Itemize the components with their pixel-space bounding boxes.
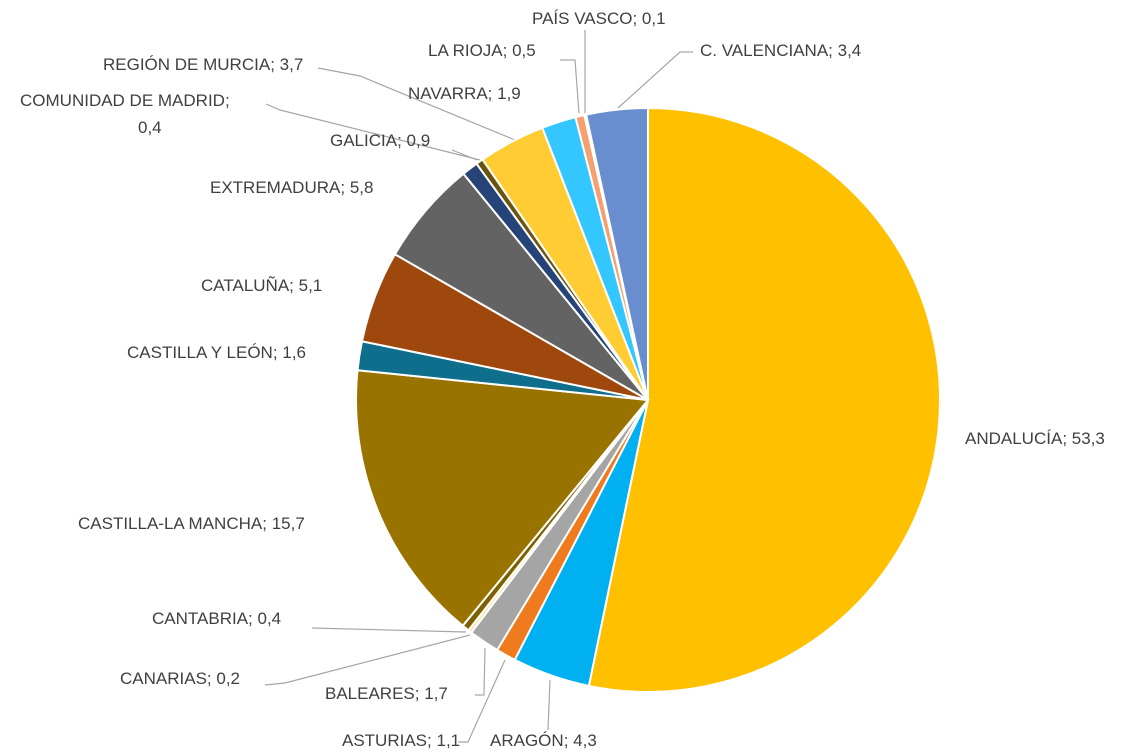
data-label: REGIÓN DE MURCIA; 3,7: [103, 55, 303, 74]
data-label: NAVARRA; 1,9: [408, 84, 521, 103]
label-separator: ;: [262, 514, 271, 533]
label-separator: ;: [397, 131, 406, 150]
label-category: ARAGÓN: [490, 731, 564, 750]
label-separator: ;: [225, 91, 234, 110]
label-category: C. VALENCIANA: [700, 41, 829, 60]
label-category: LA RIOJA: [428, 41, 503, 60]
data-label: C. VALENCIANA; 3,4: [700, 41, 861, 60]
label-separator: ;: [632, 9, 641, 28]
label-category: CASTILLA-LA MANCHA: [78, 514, 263, 533]
pie-slice: [355, 369, 650, 628]
data-label: ANDALUCÍA; 53,3: [965, 429, 1105, 448]
leader-lines: [264, 30, 693, 743]
label-value: 0,2: [216, 669, 240, 688]
data-label: GALICIA; 0,9: [330, 131, 430, 150]
label-separator: ;: [273, 343, 282, 362]
data-label: COMUNIDAD DE MADRID; 0,4: [20, 91, 234, 137]
label-category: CATALUÑA: [201, 276, 290, 295]
label-value: 0,4: [138, 118, 162, 137]
leader-line: [265, 103, 481, 161]
label-category: EXTREMADURA: [210, 178, 341, 197]
label-category: CANARIAS: [120, 669, 207, 688]
data-label: CASTILLA-LA MANCHA; 15,7: [78, 514, 305, 533]
leader-line: [560, 59, 580, 114]
label-separator: ;: [248, 609, 257, 628]
label-separator: ;: [270, 55, 279, 74]
label-separator: ;: [427, 731, 436, 750]
label-value: 1,1: [436, 731, 460, 750]
label-value: 0,4: [258, 609, 282, 628]
pie-slice: [587, 106, 941, 693]
label-value: 1,6: [282, 343, 306, 362]
leader-line: [617, 51, 693, 109]
label-category: REGIÓN DE MURCIA: [103, 55, 271, 74]
pie-slice: [584, 106, 649, 401]
label-value: 0,9: [407, 131, 431, 150]
leader-line: [458, 659, 506, 743]
label-separator: ;: [564, 731, 573, 750]
data-label: CASTILLA Y LEÓN; 1,6: [127, 343, 306, 362]
label-value: 0,1: [642, 9, 666, 28]
data-label: EXTREMADURA; 5,8: [210, 178, 373, 197]
label-separator: ;: [340, 178, 349, 197]
data-label: CATALUÑA; 5,1: [201, 276, 322, 295]
label-separator: ;: [1062, 429, 1071, 448]
label-value: 5,1: [299, 276, 323, 295]
label-category: BALEARES: [325, 684, 415, 703]
label-separator: ;: [415, 684, 424, 703]
leader-line: [264, 634, 471, 686]
data-label: BALEARES; 1,7: [325, 684, 448, 703]
label-category: CASTILLA Y LEÓN: [127, 343, 273, 362]
label-category: NAVARRA: [408, 84, 488, 103]
label-value: 1,9: [497, 84, 521, 103]
data-label: CANTABRIA; 0,4: [152, 609, 281, 628]
label-value: 3,7: [280, 55, 304, 74]
label-category: PAÍS VASCO: [532, 9, 632, 28]
label-category: CANTABRIA: [152, 609, 249, 628]
leader-line: [451, 149, 478, 161]
data-label: CANARIAS; 0,2: [120, 669, 240, 688]
label-category: ASTURIAS: [342, 731, 427, 750]
leader-line: [475, 647, 486, 696]
leader-line: [317, 67, 516, 141]
label-category: ANDALUCÍA: [965, 429, 1063, 448]
data-label: ARAGÓN; 4,3: [490, 731, 597, 750]
label-separator: ;: [207, 669, 216, 688]
label-separator: ;: [503, 41, 512, 60]
label-separator: ;: [289, 276, 298, 295]
label-separator: ;: [828, 41, 837, 60]
label-value: 1,7: [424, 684, 448, 703]
label-category: GALICIA: [330, 131, 398, 150]
leader-line: [311, 627, 467, 633]
label-value: 3,4: [838, 41, 862, 60]
data-label: LA RIOJA; 0,5: [428, 41, 536, 60]
data-label: ASTURIAS; 1,1: [342, 731, 460, 750]
label-value: 0,5: [512, 41, 536, 60]
label-value: 4,3: [573, 731, 597, 750]
label-value: 53,3: [1072, 429, 1105, 448]
label-separator: ;: [488, 84, 497, 103]
label-category: COMUNIDAD DE MADRID: [20, 91, 225, 110]
data-label: PAÍS VASCO; 0,1: [532, 9, 666, 28]
leader-line: [547, 679, 551, 731]
label-value: 5,8: [350, 178, 374, 197]
label-value: 15,7: [272, 514, 305, 533]
